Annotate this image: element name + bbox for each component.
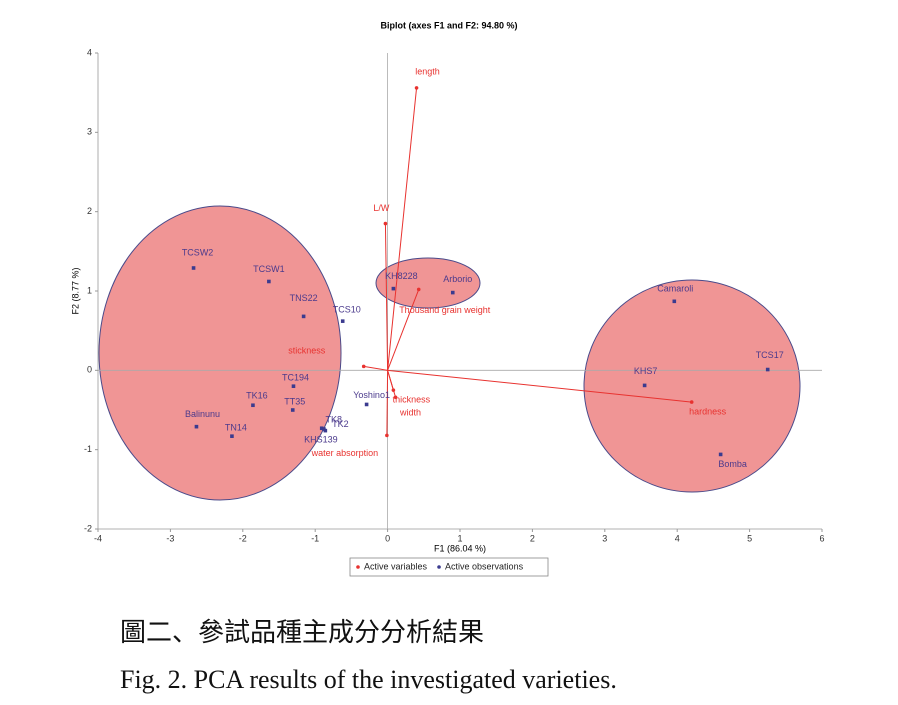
- variable-tip: [383, 221, 388, 226]
- observation-point: [290, 408, 295, 412]
- observation-point: [291, 384, 296, 388]
- x-tick-label: -2: [239, 533, 247, 543]
- caption-en: Fig. 2. PCA results of the investigated …: [120, 665, 617, 694]
- x-tick-label: 3: [602, 533, 607, 543]
- observation-point: [340, 319, 345, 323]
- x-tick-label: 0: [385, 533, 390, 543]
- variable-tip: [416, 287, 421, 292]
- x-tick-label: 1: [457, 533, 462, 543]
- observation-point: [364, 402, 369, 407]
- cluster-ellipse: [98, 205, 342, 501]
- variable-label: stickness: [288, 346, 326, 356]
- chart-title: Biplot (axes F1 and F2: 94.80 %): [380, 20, 517, 30]
- observation-point: [672, 299, 677, 304]
- variable-vector: [387, 369, 692, 403]
- y-tick-label: -2: [84, 523, 92, 533]
- variable-label: length: [415, 66, 440, 76]
- variable-tip: [385, 433, 389, 438]
- variable-tip: [689, 400, 694, 404]
- x-tick-label: 4: [675, 533, 680, 543]
- observation-point: [267, 279, 271, 284]
- observation-label: TNS22: [290, 293, 318, 303]
- variable-tip: [414, 86, 419, 90]
- observation-label: KH8228: [385, 271, 418, 281]
- variable-vector: [386, 370, 389, 436]
- observation-point: [642, 383, 647, 388]
- y-axis-label: F2 (8.77 %): [70, 267, 80, 314]
- legend-box: [349, 557, 549, 577]
- cluster-ellipse: [583, 279, 801, 493]
- observation-point: [191, 266, 196, 270]
- observation-label: KHS7: [634, 366, 658, 376]
- observation-label: Camaroli: [657, 284, 693, 294]
- legend-marker: [437, 565, 441, 569]
- variable-vector: [387, 370, 397, 398]
- variable-label: L/W: [373, 203, 390, 213]
- observation-point: [322, 427, 326, 431]
- legend-marker: [356, 565, 360, 569]
- observation-point: [194, 424, 199, 429]
- observation-label: TCSW2: [182, 247, 214, 257]
- observation-point: [301, 314, 306, 319]
- observation-point: [230, 434, 234, 438]
- observation-label: TCS17: [756, 350, 784, 360]
- y-tick-label: -1: [84, 444, 92, 454]
- observation-label: TK2: [332, 419, 349, 429]
- observation-label: TCS10: [333, 305, 361, 315]
- observation-label: TN14: [225, 423, 247, 433]
- x-tick-label: 2: [530, 533, 535, 543]
- caption-zh: 圖二、參試品種主成分分析結果: [120, 618, 484, 647]
- cluster-ellipse: [375, 257, 481, 309]
- x-tick-label: -4: [94, 533, 102, 543]
- y-tick-label: 4: [87, 47, 92, 57]
- observation-label: TK8: [325, 415, 342, 425]
- observation-label: Arborio: [443, 274, 472, 284]
- variable-tip: [393, 395, 398, 400]
- x-tick-label: 5: [747, 533, 752, 543]
- y-tick-label: 3: [87, 127, 92, 137]
- observation-point: [319, 426, 324, 431]
- y-tick-label: 2: [87, 206, 92, 216]
- observation-label: TT35: [284, 396, 305, 406]
- observation-label: TC194: [282, 373, 309, 383]
- y-tick-label: 1: [87, 285, 92, 295]
- variable-label: thickness: [393, 395, 431, 405]
- observation-point: [391, 286, 396, 291]
- variable-vector: [363, 365, 388, 371]
- x-tick-label: -3: [166, 533, 174, 543]
- variable-label: width: [399, 408, 421, 418]
- variable-vector: [384, 223, 389, 371]
- observation-point: [450, 290, 455, 295]
- variable-label: water absorption: [311, 448, 379, 458]
- x-tick-label: 6: [819, 533, 824, 543]
- variable-tip: [361, 364, 366, 369]
- plot-area: -4 -3 -2 -1 0 1 2 3 4 5 6 -2 -1 0 1 2 3 4 length L/W Thousan…: [84, 47, 825, 543]
- observation-label: Yoshino1: [353, 390, 390, 400]
- observation-label: Balinunu: [185, 409, 220, 419]
- observation-label: TK16: [246, 391, 268, 401]
- observation-point: [251, 403, 255, 408]
- legend-label: Active variables: [364, 561, 428, 571]
- observation-point: [765, 367, 770, 372]
- observation-label: KHS139: [304, 434, 338, 444]
- variable-vector: [387, 87, 418, 371]
- y-tick-label: 0: [87, 365, 92, 375]
- x-tick-label: -1: [311, 533, 319, 543]
- variable-label: hardness: [689, 406, 727, 416]
- observation-label: TCSW1: [253, 264, 285, 274]
- variable-vector: [387, 289, 420, 371]
- variable-label: Thousand grain weight: [399, 305, 491, 315]
- legend-label: Active observations: [445, 561, 524, 571]
- observation-point: [718, 452, 723, 457]
- observation-label: Bomba: [718, 459, 747, 469]
- x-axis-label: F1 (86.04 %): [434, 543, 486, 553]
